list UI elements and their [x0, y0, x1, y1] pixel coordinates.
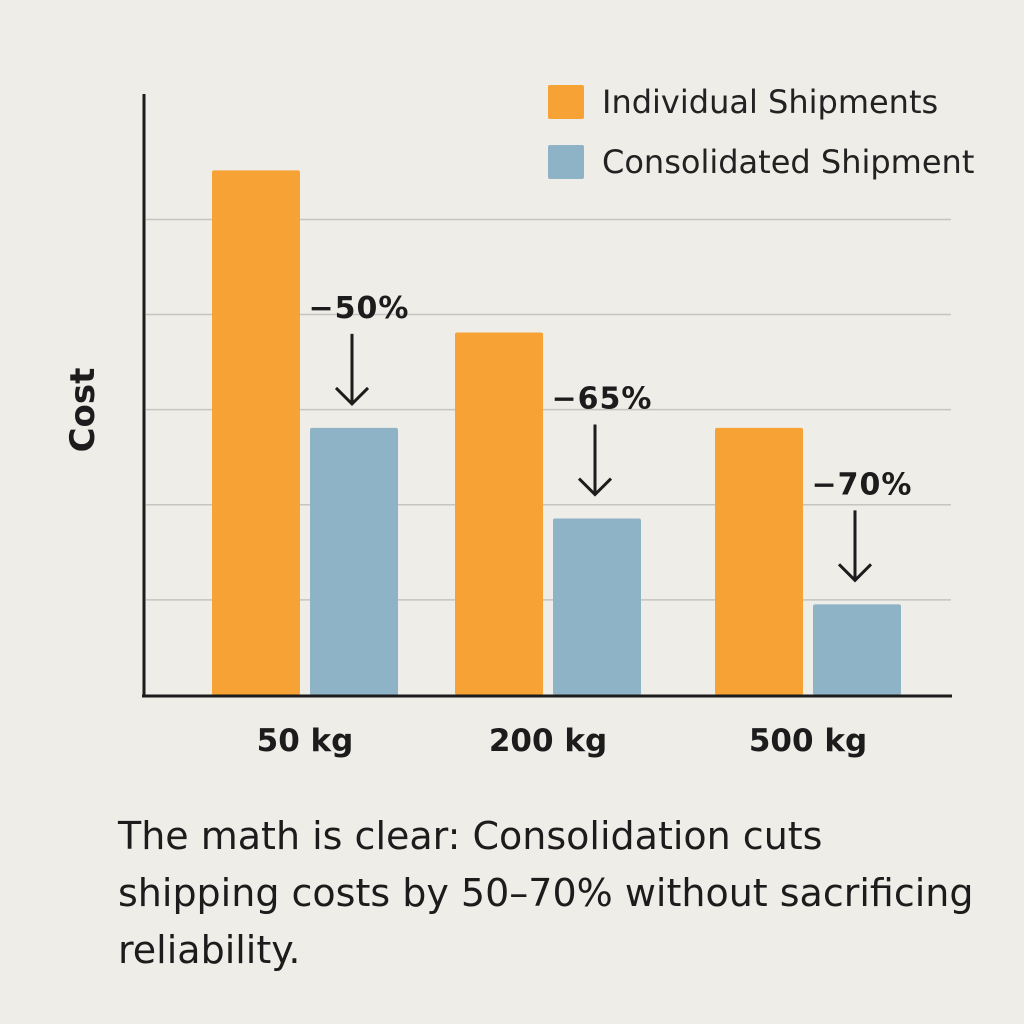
bar-individual-1 [455, 332, 543, 695]
arrow-head-0 [334, 386, 370, 407]
bar-chart: −50% −65% −70% 50 kg 200 kg 500 kg [142, 94, 952, 759]
reduction-label-0: −50% [309, 291, 410, 326]
annotations: −50% −65% −70% [309, 291, 913, 583]
caption-text: The math is clear: Consolidation cuts sh… [118, 814, 974, 972]
reduction-label-2: −70% [812, 467, 913, 502]
bar-individual-2 [715, 427, 803, 695]
x-tick-labels: 50 kg 200 kg 500 kg [257, 723, 868, 759]
bars [212, 170, 901, 696]
legend-swatch-consolidated [548, 145, 584, 179]
x-tick-label-1: 200 kg [489, 723, 607, 759]
legend-item-individual: Individual Shipments [548, 72, 974, 132]
reduction-label-1: −65% [552, 382, 653, 417]
y-axis-label: Cost [63, 367, 103, 453]
bar-consolidated-1 [553, 518, 641, 695]
legend-swatch-individual [548, 85, 584, 119]
arrow-head-1 [577, 477, 613, 497]
legend-label-individual: Individual Shipments [602, 83, 939, 121]
bar-consolidated-0 [310, 427, 398, 695]
arrow-head-2 [837, 563, 873, 583]
bar-individual-0 [212, 170, 300, 696]
x-tick-label-0: 50 kg [257, 723, 354, 759]
legend-label-consolidated: Consolidated Shipment [602, 143, 975, 181]
bar-consolidated-2 [813, 604, 901, 695]
legend: Individual Shipments Consolidated Shipme… [548, 72, 974, 192]
legend-item-consolidated: Consolidated Shipment [548, 132, 974, 192]
x-tick-label-2: 500 kg [749, 723, 867, 759]
